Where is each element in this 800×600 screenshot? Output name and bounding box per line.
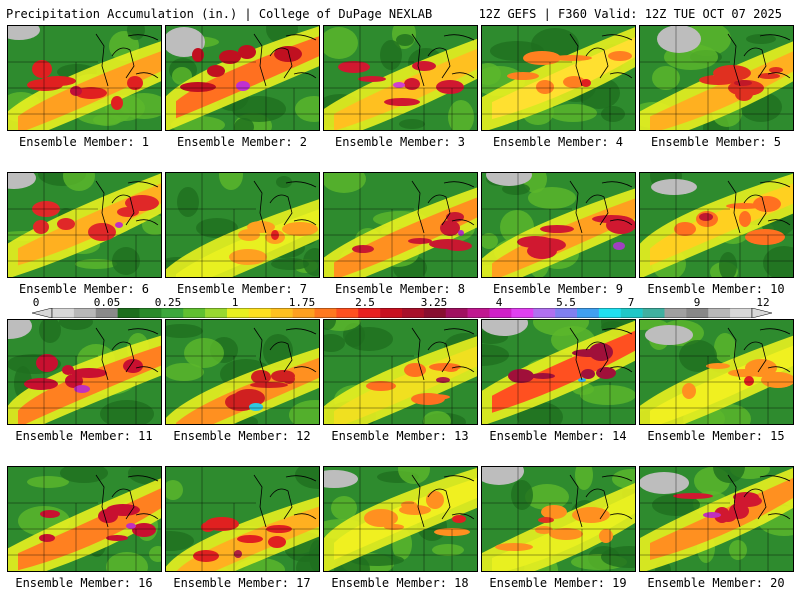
page-title: Precipitation Accumulation (in.) | Colle… [6,7,433,21]
colorbar-tick-label: 9 [693,296,701,309]
ensemble-member-label: Ensemble Member: 10 [647,282,785,296]
colorbar-swatch [598,308,622,318]
colorbar-swatch [380,308,403,318]
ensemble-map-panel [165,25,320,131]
colorbar-swatch [686,308,709,318]
ensemble-map-panel [481,172,636,278]
colorbar-swatch [270,308,293,318]
colorbar-tick-label: 4 [495,296,503,309]
colorbar-swatch [664,308,687,318]
ensemble-member-label: Ensemble Member: 2 [176,135,308,149]
colorbar-tick-label: 12 [756,296,770,309]
colorbar-swatch [445,308,468,318]
ensemble-map-panel [165,319,320,425]
colorbar-tick-label: 1.75 [288,296,316,309]
ensemble-map-panel [481,466,636,572]
colorbar-swatch [205,308,228,318]
ensemble-map-panel [7,466,162,572]
ensemble-member-label: Ensemble Member: 20 [647,576,785,590]
ensemble-member-label: Ensemble Member: 19 [489,576,627,590]
colorbar-swatch [730,308,753,318]
colorbar-swatch [292,308,315,318]
colorbar-tick-label: 7 [627,296,635,309]
colorbar-swatch [489,308,512,318]
colorbar-tick-label: 5.5 [556,296,576,309]
colorbar-left-arrow [32,308,53,318]
colorbar-swatch [95,308,118,318]
ensemble-member-label: Ensemble Member: 9 [492,282,624,296]
ensemble-map-panel [165,466,320,572]
ensemble-map-panel [639,319,794,425]
ensemble-map-panel [7,172,162,278]
colorbar-tick-label: 0.05 [93,296,121,309]
colorbar-swatch [467,308,490,318]
ensemble-map-panel [323,319,478,425]
ensemble-map-panel [481,25,636,131]
colorbar-swatch [139,308,162,318]
colorbar-swatch [248,308,272,318]
colorbar-right-arrow [751,308,772,318]
colorbar-swatch [52,308,75,318]
ensemble-map-panel [323,25,478,131]
ensemble-member-label: Ensemble Member: 1 [18,135,150,149]
colorbar-swatch [117,308,140,318]
colorbar-tick-label: 0.25 [154,296,182,309]
colorbar-swatch [423,308,447,318]
colorbar-swatch [642,308,665,318]
colorbar-swatch [577,308,600,318]
run-info: 12Z GEFS | F360 Valid: 12Z TUE OCT 07 20… [478,7,782,21]
colorbar-tick-label: 1 [231,296,239,309]
ensemble-member-label: Ensemble Member: 11 [15,429,153,443]
colorbar [32,308,772,318]
ensemble-map-panel [639,466,794,572]
colorbar-swatch [73,308,97,318]
ensemble-member-label: Ensemble Member: 7 [176,282,308,296]
ensemble-member-label: Ensemble Member: 18 [331,576,469,590]
colorbar-swatch [314,308,337,318]
ensemble-member-label: Ensemble Member: 15 [647,429,785,443]
ensemble-member-label: Ensemble Member: 5 [650,135,782,149]
ensemble-map-panel [7,319,162,425]
ensemble-member-label: Ensemble Member: 13 [331,429,469,443]
ensemble-member-label: Ensemble Member: 14 [489,429,627,443]
ensemble-map-panel [639,172,794,278]
colorbar-tick-label: 0 [32,296,40,309]
colorbar-swatch [708,308,731,318]
ensemble-map-panel [7,25,162,131]
colorbar-swatch [402,308,425,318]
ensemble-map-panel [323,172,478,278]
ensemble-map-panel [639,25,794,131]
colorbar-swatch [620,308,643,318]
colorbar-swatch [336,308,359,318]
ensemble-member-label: Ensemble Member: 4 [492,135,624,149]
colorbar-tick-label: 3.25 [420,296,448,309]
colorbar-swatch [555,308,578,318]
colorbar-swatch [227,308,250,318]
ensemble-member-label: Ensemble Member: 12 [173,429,311,443]
ensemble-member-label: Ensemble Member: 16 [15,576,153,590]
ensemble-map-panel [323,466,478,572]
colorbar-swatch [511,308,534,318]
ensemble-map-panel [481,319,636,425]
colorbar-swatch [183,308,206,318]
colorbar-tick-label: 2.5 [355,296,375,309]
colorbar-swatch [161,308,184,318]
ensemble-member-label: Ensemble Member: 3 [334,135,466,149]
colorbar-swatch [358,308,381,318]
ensemble-member-label: Ensemble Member: 8 [334,282,466,296]
ensemble-member-label: Ensemble Member: 6 [18,282,150,296]
ensemble-member-label: Ensemble Member: 17 [173,576,311,590]
ensemble-map-panel [165,172,320,278]
colorbar-swatch [533,308,556,318]
